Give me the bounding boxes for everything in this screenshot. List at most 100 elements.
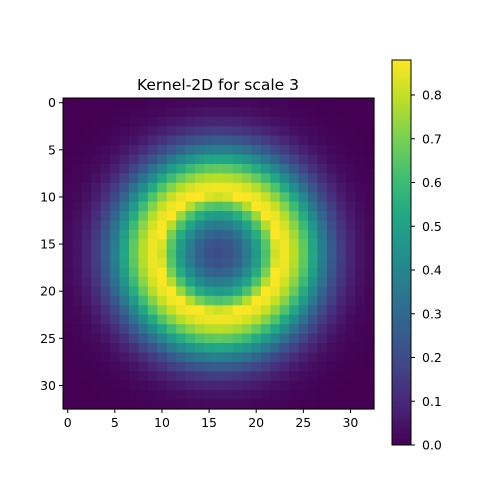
- heatmap-cell: [157, 399, 168, 410]
- heatmap-cell: [91, 107, 102, 118]
- heatmap-cell: [242, 163, 253, 174]
- heatmap-cell: [63, 154, 74, 165]
- heatmap-cell: [81, 107, 92, 118]
- heatmap-cell: [194, 286, 205, 297]
- heatmap-cell: [251, 277, 262, 288]
- heatmap-cell: [176, 399, 187, 410]
- heatmap-cell: [176, 248, 187, 259]
- heatmap-cell: [364, 163, 375, 174]
- heatmap-cell: [204, 248, 215, 259]
- heatmap-cell: [317, 277, 328, 288]
- heatmap-cell: [91, 343, 102, 354]
- heatmap-cell: [119, 314, 130, 325]
- heatmap-cell: [279, 352, 290, 363]
- heatmap-cell: [138, 267, 149, 278]
- heatmap-cell: [270, 211, 281, 222]
- colorbar-tick-label: 0.0: [422, 438, 442, 453]
- heatmap-cell: [223, 267, 234, 278]
- heatmap-cell: [298, 352, 309, 363]
- heatmap-cell: [147, 163, 158, 174]
- heatmap-cell: [110, 248, 121, 259]
- heatmap-cell: [185, 201, 196, 212]
- heatmap-cell: [251, 305, 262, 316]
- heatmap-cell: [317, 390, 328, 401]
- heatmap-cell: [138, 352, 149, 363]
- heatmap-cell: [289, 267, 300, 278]
- heatmap-cell: [317, 248, 328, 259]
- heatmap-cell: [81, 267, 92, 278]
- heatmap-cell: [232, 277, 243, 288]
- heatmap-cell: [157, 277, 168, 288]
- heatmap-cell: [270, 390, 281, 401]
- heatmap-cell: [242, 229, 253, 240]
- heatmap-cell: [138, 163, 149, 174]
- heatmap-cell: [242, 154, 253, 165]
- heatmap-cell: [110, 211, 121, 222]
- heatmap-cell: [251, 258, 262, 269]
- heatmap-cell: [336, 239, 347, 250]
- heatmap-cell: [317, 220, 328, 231]
- heatmap-cell: [119, 343, 130, 354]
- heatmap-cell: [185, 390, 196, 401]
- heatmap-cell: [213, 220, 224, 231]
- heatmap-cell: [166, 390, 177, 401]
- heatmap-cell: [213, 135, 224, 146]
- heatmap-cell: [232, 343, 243, 354]
- heatmap-cell: [138, 192, 149, 203]
- heatmap-cell: [270, 145, 281, 156]
- heatmap-cell: [81, 145, 92, 156]
- heatmap-cell: [204, 277, 215, 288]
- heatmap-cell: [223, 333, 234, 344]
- heatmap-cell: [260, 324, 271, 335]
- heatmap-cell: [289, 173, 300, 184]
- heatmap-cell: [128, 333, 139, 344]
- heatmap-cell: [336, 220, 347, 231]
- heatmap-cell: [185, 258, 196, 269]
- heatmap-cell: [336, 201, 347, 212]
- heatmap-cell: [232, 220, 243, 231]
- heatmap-cell: [204, 361, 215, 372]
- heatmap-cell: [204, 201, 215, 212]
- heatmap-cell: [128, 135, 139, 146]
- heatmap-cell: [119, 154, 130, 165]
- heatmap-cell: [110, 163, 121, 174]
- heatmap-cell: [336, 135, 347, 146]
- heatmap-cell: [72, 352, 83, 363]
- heatmap-cell: [110, 98, 121, 109]
- heatmap-cell: [204, 324, 215, 335]
- heatmap-cell: [308, 343, 319, 354]
- heatmap-cell: [138, 295, 149, 306]
- heatmap-cell: [157, 182, 168, 193]
- heatmap-cell: [185, 314, 196, 325]
- heatmap-cell: [317, 324, 328, 335]
- heatmap-cell: [138, 201, 149, 212]
- heatmap-cell: [119, 229, 130, 240]
- heatmap-cell: [119, 192, 130, 203]
- heatmap-cell: [166, 239, 177, 250]
- heatmap-cell: [326, 182, 337, 193]
- heatmap-cell: [185, 361, 196, 372]
- heatmap-cell: [298, 324, 309, 335]
- heatmap-cell: [355, 154, 366, 165]
- heatmap-cell: [147, 343, 158, 354]
- colorbar-tick-label: 0.6: [422, 175, 442, 190]
- heatmap-cell: [147, 135, 158, 146]
- heatmap-cell: [204, 267, 215, 278]
- heatmap-cell: [100, 295, 111, 306]
- heatmap-cell: [204, 98, 215, 109]
- heatmap-cell: [194, 267, 205, 278]
- heatmap-cell: [336, 145, 347, 156]
- heatmap-cell: [166, 229, 177, 240]
- heatmap-cell: [289, 343, 300, 354]
- heatmap-cell: [279, 201, 290, 212]
- heatmap-cell: [185, 277, 196, 288]
- heatmap-cell: [176, 126, 187, 137]
- heatmap-cell: [119, 399, 130, 410]
- heatmap-cell: [204, 305, 215, 316]
- heatmap-cell: [204, 182, 215, 193]
- heatmap-cell: [355, 390, 366, 401]
- heatmap-cell: [110, 324, 121, 335]
- heatmap-cell: [185, 239, 196, 250]
- heatmap-cell: [81, 239, 92, 250]
- heatmap-cell: [317, 333, 328, 344]
